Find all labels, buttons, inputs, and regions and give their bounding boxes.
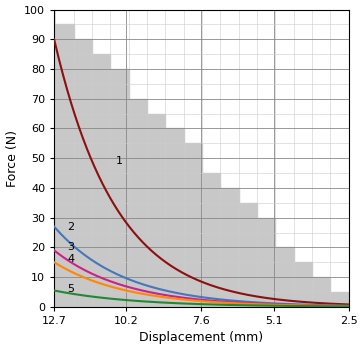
X-axis label: Displacement (mm): Displacement (mm) — [139, 331, 264, 344]
Text: 5: 5 — [67, 284, 74, 294]
Text: 4: 4 — [67, 254, 74, 264]
Text: 3: 3 — [67, 243, 74, 252]
Polygon shape — [55, 25, 348, 307]
Y-axis label: Force (N): Force (N) — [5, 130, 19, 187]
Text: 2: 2 — [67, 222, 74, 232]
Text: 1: 1 — [116, 156, 123, 166]
